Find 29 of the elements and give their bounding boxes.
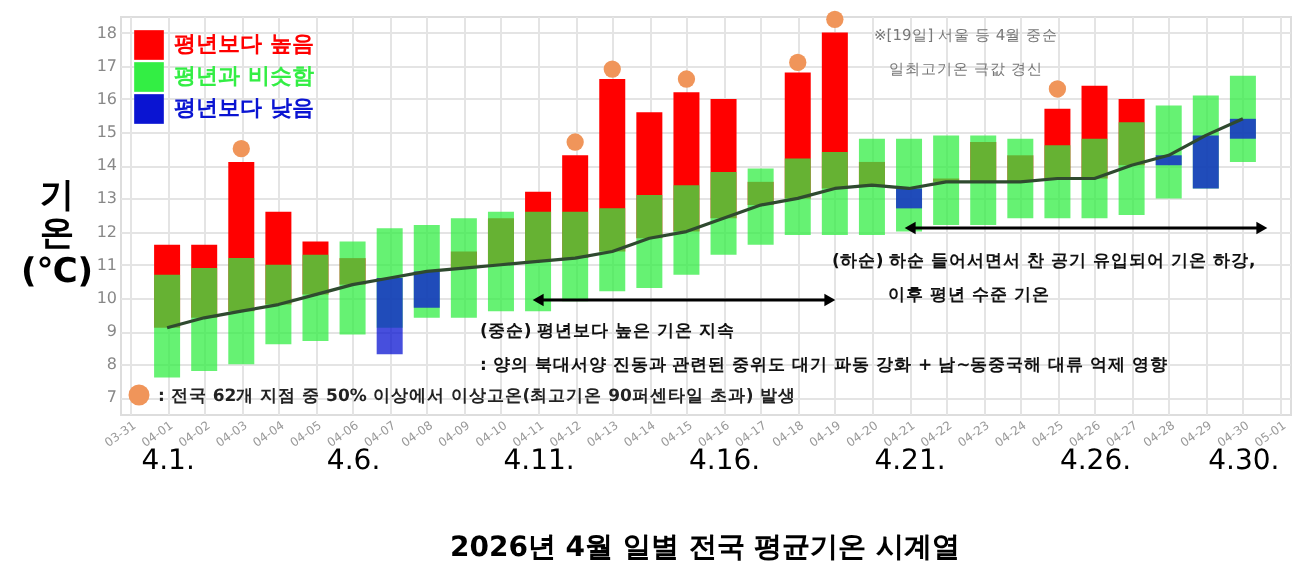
annotation: : 양의 북대서양 진동과 관련된 중위도 대기 파동 강화 + 남~동중국해 대류 억제 영향 <box>480 356 1169 376</box>
annotation: (하순) 하순 들어서면서 찬 공기 유입되어 기온 하강, <box>832 252 1256 272</box>
legend-label: 평년과 비슷함 <box>174 63 314 89</box>
annotation: 이후 평년 수준 기온 <box>888 286 1050 306</box>
x2-tick-label: 4.30. <box>1208 445 1280 477</box>
text: 2026년 4월 일별 전국 평균기온 시계열 <box>449 532 961 564</box>
x2-tick-label: 4.1. <box>141 445 195 477</box>
y-axis-title: 기온 (℃) <box>20 176 94 293</box>
x2-tick-label: 4.6. <box>326 445 381 477</box>
y-tick-label: 10 <box>96 288 117 307</box>
y-tick-label: 18 <box>96 23 117 42</box>
x2-tick-label: 4.21. <box>874 445 946 477</box>
y-tick-label: 17 <box>96 56 117 75</box>
y-tick-label: 12 <box>96 222 117 241</box>
legend-label: : 전국 62개 지점 중 50% 이상에서 이상고온(최고기온 90퍼센타일 초과) 발생 <box>158 387 796 407</box>
annotation: (중순) 평년보다 높은 기온 지속 <box>480 322 736 342</box>
legend-label: 평년보다 낮음 <box>174 95 314 121</box>
y-tick-label: 11 <box>96 255 117 274</box>
x2-tick-label: 4.11. <box>503 445 575 477</box>
y-tick-label: 16 <box>96 89 117 108</box>
y-tick-label: 14 <box>96 156 117 175</box>
y-tick-label: 8 <box>106 355 117 374</box>
y-tick-label: 15 <box>96 123 117 142</box>
y-tick-label: 9 <box>106 322 117 341</box>
x2-tick-label: 4.26. <box>1059 445 1132 477</box>
legend-label: 평년보다 높음 <box>174 31 314 57</box>
y-tick-label: 13 <box>96 189 117 208</box>
y-tick-label: 7 <box>106 388 117 407</box>
x2-tick-label: 4.16. <box>688 445 761 477</box>
